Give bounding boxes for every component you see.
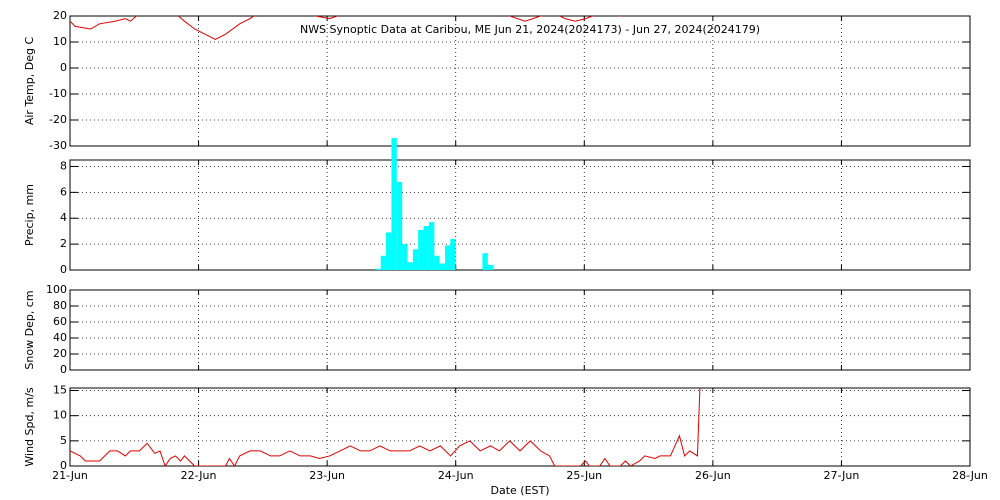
y-tick-label: 10 bbox=[53, 35, 67, 48]
y-tick-label: 80 bbox=[53, 299, 67, 312]
y-tick-label: 0 bbox=[60, 263, 67, 276]
y-axis-label: Precip, mm bbox=[23, 184, 36, 246]
y-tick-label: 40 bbox=[53, 331, 67, 344]
y-tick-label: 2 bbox=[60, 237, 67, 250]
x-tick-label: 25-Jun bbox=[566, 469, 602, 482]
bar bbox=[439, 263, 445, 270]
x-tick-label: 23-Jun bbox=[309, 469, 345, 482]
y-tick-label: 6 bbox=[60, 185, 67, 198]
x-tick-label: 27-Jun bbox=[824, 469, 860, 482]
bar bbox=[445, 245, 451, 270]
bar bbox=[434, 255, 440, 270]
y-tick-label: 0 bbox=[60, 459, 67, 472]
y-tick-label: -30 bbox=[49, 139, 67, 152]
y-tick-label: 5 bbox=[60, 434, 67, 447]
bar bbox=[402, 244, 408, 270]
y-tick-label: 100 bbox=[46, 283, 67, 296]
y-tick-label: 0 bbox=[60, 61, 67, 74]
data-line bbox=[70, 16, 621, 40]
y-axis-label: Wind Spd, m/s bbox=[23, 387, 36, 467]
bar bbox=[428, 222, 435, 270]
bar bbox=[375, 268, 381, 270]
y-tick-label: -10 bbox=[49, 87, 67, 100]
bar bbox=[412, 249, 419, 270]
bar bbox=[418, 229, 424, 270]
bar bbox=[450, 238, 456, 270]
y-tick-label: 60 bbox=[53, 315, 67, 328]
bar bbox=[407, 262, 413, 270]
y-axis-label: Air Temp, Deg C bbox=[23, 37, 36, 126]
plot-frame bbox=[69, 387, 971, 467]
x-axis-label: Date (EST) bbox=[490, 484, 549, 497]
y-tick-label: 8 bbox=[60, 159, 67, 172]
y-tick-label: 20 bbox=[53, 9, 67, 22]
y-tick-label: 4 bbox=[60, 211, 67, 224]
x-tick-label: 22-Jun bbox=[181, 469, 217, 482]
bar bbox=[482, 253, 488, 270]
bar bbox=[423, 226, 429, 270]
bar bbox=[396, 182, 403, 270]
y-tick-label: 15 bbox=[53, 384, 67, 397]
y-axis-label: Snow Dep, cm bbox=[23, 290, 36, 369]
bar bbox=[380, 255, 387, 270]
bar bbox=[391, 138, 397, 270]
x-tick-label: 26-Jun bbox=[695, 469, 731, 482]
y-tick-label: -20 bbox=[49, 113, 67, 126]
bar bbox=[386, 232, 392, 270]
x-tick-label: 28-Jun bbox=[952, 469, 988, 482]
x-tick-label: 24-Jun bbox=[438, 469, 474, 482]
chart-title: NWS Synoptic Data at Caribou, ME Jun 21,… bbox=[300, 23, 760, 36]
y-tick-label: 10 bbox=[53, 409, 67, 422]
plot-frame bbox=[69, 159, 971, 271]
y-tick-label: 0 bbox=[60, 363, 67, 376]
bar bbox=[487, 264, 494, 270]
x-tick-label: 21-Jun bbox=[52, 469, 88, 482]
data-line bbox=[70, 388, 701, 466]
y-tick-label: 20 bbox=[53, 347, 67, 360]
